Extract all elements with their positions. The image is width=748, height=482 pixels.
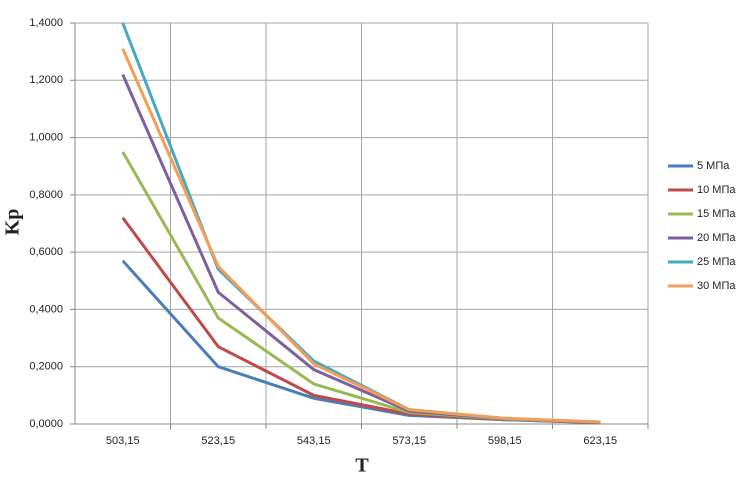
y-tick-label: 0,4000 xyxy=(29,303,63,315)
y-tick-label: 0,8000 xyxy=(29,189,63,201)
x-tick-label: 623,15 xyxy=(583,435,617,447)
legend-label: 25 МПа xyxy=(697,256,736,268)
legend-label: 30 МПа xyxy=(697,280,736,292)
x-tick-label: 573,15 xyxy=(392,435,426,447)
y-tick-label: 1,0000 xyxy=(29,131,63,143)
series-line xyxy=(121,48,601,424)
y-axis-title: Kp xyxy=(2,209,24,236)
y-tick-label: 1,2000 xyxy=(29,74,63,86)
y-tick-label: 0,6000 xyxy=(29,246,63,258)
legend-label: 20 МПа xyxy=(697,232,736,244)
legend-label: 10 МПа xyxy=(697,184,736,196)
y-tick-label: 0,0000 xyxy=(29,418,63,430)
legend-label: 5 МПа xyxy=(697,160,730,172)
x-tick-label: 523,15 xyxy=(201,435,235,447)
x-tick-label: 598,15 xyxy=(488,435,522,447)
y-tick-label: 0,2000 xyxy=(29,361,63,373)
x-tick-label: 543,15 xyxy=(297,435,331,447)
x-tick-label: 503,15 xyxy=(106,435,140,447)
y-tick-label: 1,4000 xyxy=(29,17,63,29)
legend-label: 15 МПа xyxy=(697,208,736,220)
x-axis-title: T xyxy=(355,455,369,477)
